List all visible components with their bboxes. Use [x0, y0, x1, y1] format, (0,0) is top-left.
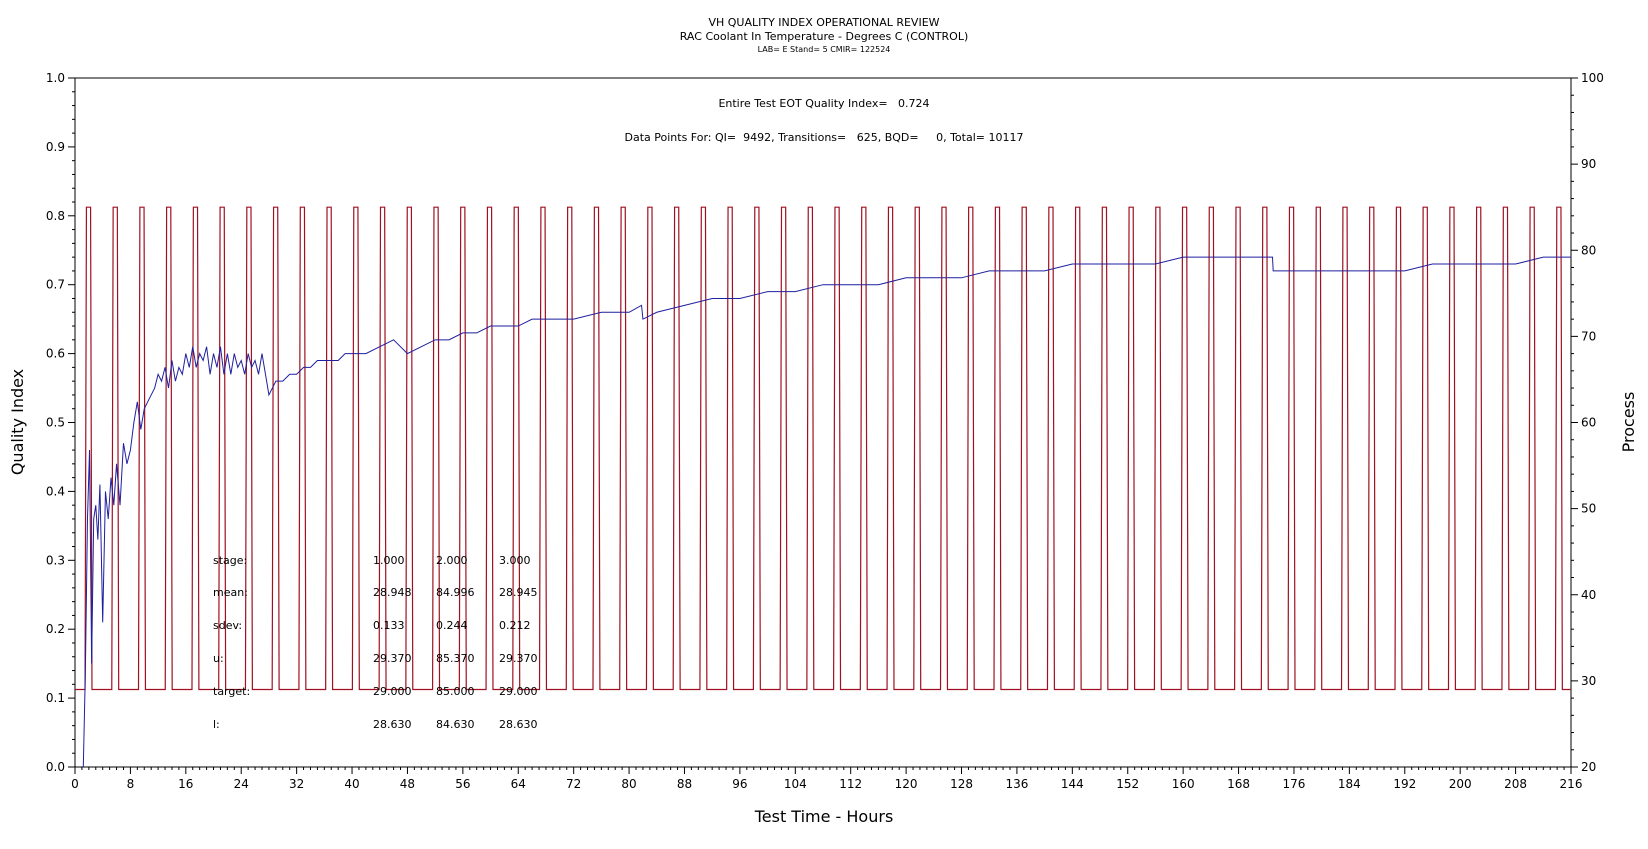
stats-cell: 28.945: [499, 586, 538, 599]
x-tick-label: 160: [1172, 777, 1195, 791]
y-right-tick-label: 50: [1581, 502, 1596, 516]
y-left-tick-label: 0.6: [46, 347, 65, 361]
stats-cell: 28.630: [373, 718, 412, 731]
x-tick-label: 152: [1116, 777, 1139, 791]
stats-table: stage: 1.000 2.000 3.000 mean: 28.948 84.996 28…: [213, 554, 538, 731]
stats-cell: 2.000: [436, 554, 468, 567]
y-left-tick-label: 0.0: [46, 760, 65, 774]
x-tick-label: 184: [1338, 777, 1361, 791]
stats-cell: 85.000: [436, 685, 475, 698]
y-right-tick-label: 30: [1581, 674, 1596, 688]
x-tick-label: 104: [784, 777, 807, 791]
stats-cell: 29.000: [373, 685, 412, 698]
x-tick-label: 72: [566, 777, 581, 791]
x-tick-label: 216: [1560, 777, 1583, 791]
y-left-tick-label: 0.3: [46, 553, 65, 567]
chart-subsubtitle: LAB= E Stand= 5 CMIR= 122524: [758, 45, 891, 54]
y-right-tick-label: 90: [1581, 157, 1596, 171]
x-tick-label: 16: [178, 777, 193, 791]
stats-cell: 84.996: [436, 586, 475, 599]
stats-row-label: l:: [213, 718, 220, 731]
y-axis-left-label: Quality Index: [8, 369, 27, 475]
stats-cell: 29.370: [373, 652, 412, 665]
eot-quality-index: Entire Test EOT Quality Index= 0.724: [718, 97, 929, 110]
x-axis: 0 8 16 24 32 40 48 56 64 72 80 88 96 104 112 120 128 136 1…: [71, 767, 1582, 791]
stats-cell: 85.370: [436, 652, 475, 665]
y-left-tick-label: 0.5: [46, 416, 65, 430]
y-left-tick-label: 1.0: [46, 71, 65, 85]
y-right-tick-label: 70: [1581, 329, 1596, 343]
x-tick-label: 120: [895, 777, 918, 791]
y-right-tick-label: 80: [1581, 243, 1596, 257]
stats-cell: 0.133: [373, 619, 405, 632]
y-left-tick-label: 0.4: [46, 484, 65, 498]
x-tick-label: 112: [839, 777, 862, 791]
chart-title: VH QUALITY INDEX OPERATIONAL REVIEW: [708, 16, 939, 29]
x-tick-label: 136: [1005, 777, 1028, 791]
x-tick-label: 208: [1504, 777, 1527, 791]
process-series-line: [75, 206, 1571, 691]
x-tick-label: 96: [732, 777, 747, 791]
stats-cell: 0.212: [499, 619, 531, 632]
x-tick-label: 0: [71, 777, 79, 791]
stats-cell: 28.630: [499, 718, 538, 731]
x-tick-label: 168: [1227, 777, 1250, 791]
y-right-tick-label: 20: [1581, 760, 1596, 774]
stats-cell: 0.244: [436, 619, 468, 632]
stats-row-label: stage:: [213, 554, 247, 567]
x-tick-label: 192: [1393, 777, 1416, 791]
y-right-tick-label: 60: [1581, 416, 1596, 430]
y-axis-right-label: Process: [1619, 392, 1638, 453]
y-left-tick-label: 0.1: [46, 691, 65, 705]
stats-cell: 3.000: [499, 554, 531, 567]
stats-row-label: mean:: [213, 586, 248, 599]
x-axis-label: Test Time - Hours: [754, 807, 894, 826]
stats-cell: 84.630: [436, 718, 475, 731]
x-tick-label: 128: [950, 777, 973, 791]
plot-content: [75, 206, 1571, 768]
quality-index-series-line: [82, 256, 1571, 768]
y-right-tick-label: 40: [1581, 588, 1596, 602]
x-tick-label: 176: [1283, 777, 1306, 791]
x-tick-label: 48: [400, 777, 415, 791]
chart-subtitle: RAC Coolant In Temperature - Degrees C (…: [680, 30, 969, 43]
x-tick-label: 24: [234, 777, 249, 791]
y-left-tick-label: 0.8: [46, 209, 65, 223]
x-tick-label: 40: [344, 777, 359, 791]
x-tick-label: 200: [1449, 777, 1472, 791]
y-axis-right: 20 30 40 50 60 70 80 90 100: [1571, 71, 1604, 774]
x-tick-label: 56: [455, 777, 470, 791]
y-axis-left: 0.0 0.1 0.2 0.3 0.4 0.5 0.6 0.7 0.8 0.9 1.0: [46, 71, 75, 774]
stats-row-label: u:: [213, 652, 224, 665]
y-right-tick-label: 100: [1581, 71, 1604, 85]
stats-row-label: sdev:: [213, 619, 242, 632]
x-tick-label: 80: [621, 777, 636, 791]
x-tick-label: 32: [289, 777, 304, 791]
x-tick-label: 8: [127, 777, 135, 791]
data-points-summary: Data Points For: QI= 9492, Transitions= …: [625, 131, 1024, 144]
y-left-tick-label: 0.9: [46, 140, 65, 154]
x-tick-label: 144: [1061, 777, 1084, 791]
stats-row-label: target:: [213, 685, 250, 698]
stats-cell: 28.948: [373, 586, 412, 599]
stats-cell: 29.000: [499, 685, 538, 698]
x-tick-label: 88: [677, 777, 692, 791]
stats-cell: 1.000: [373, 554, 405, 567]
x-tick-label: 64: [511, 777, 526, 791]
y-left-tick-label: 0.2: [46, 622, 65, 636]
stats-cell: 29.370: [499, 652, 538, 665]
y-left-tick-label: 0.7: [46, 278, 65, 292]
